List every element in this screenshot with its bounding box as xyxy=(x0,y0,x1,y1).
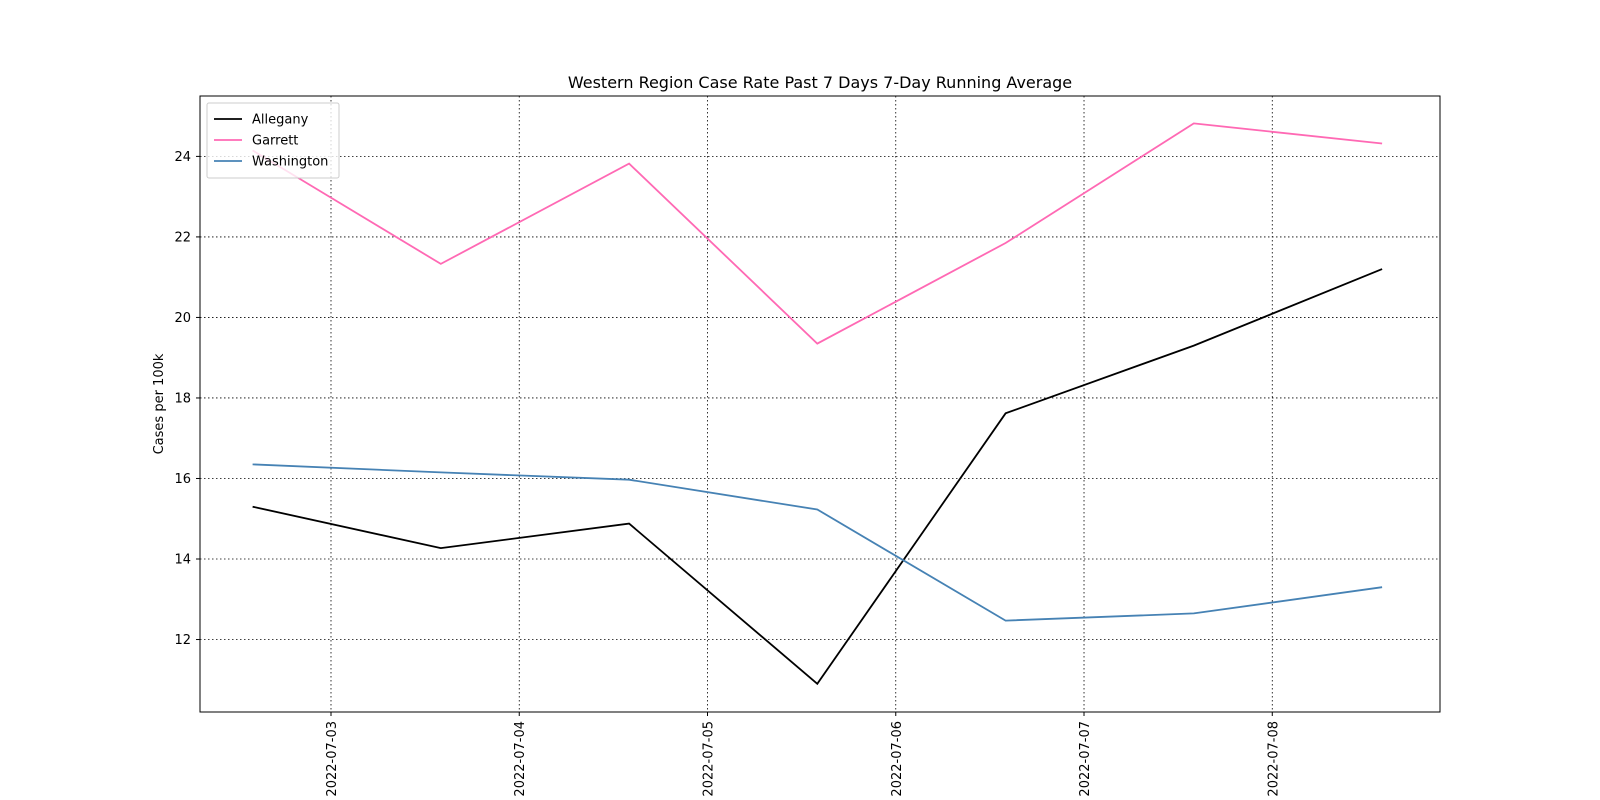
y-tick-label: 24 xyxy=(174,150,191,165)
series-line-allegany xyxy=(252,268,1383,686)
x-tick-label: 2022-07-06 xyxy=(890,721,905,797)
chart-title: Western Region Case Rate Past 7 Days 7-D… xyxy=(568,73,1072,92)
y-tick-label: 16 xyxy=(174,472,191,487)
legend: Allegany Garrett Washington xyxy=(206,102,340,179)
x-tick-label: 2022-07-05 xyxy=(702,721,717,797)
x-axis-ticks: 2022-07-03 2022-07-04 2022-07-05 2022-07-06… xyxy=(325,712,1281,797)
x-tick-label: 2022-07-03 xyxy=(325,721,340,797)
plot-area-frame xyxy=(199,95,1441,713)
y-tick-label: 20 xyxy=(174,311,191,326)
x-tick-label: 2022-07-07 xyxy=(1078,721,1093,797)
series-line-washington xyxy=(252,463,1383,622)
y-axis-ticks: 12 14 16 18 20 22 24 xyxy=(174,150,200,648)
grid-lines xyxy=(200,96,1440,712)
series-lines xyxy=(252,122,1383,686)
legend-label-garrett: Garrett xyxy=(252,134,298,149)
x-tick-label: 2022-07-08 xyxy=(1266,721,1281,797)
y-tick-label: 18 xyxy=(174,391,191,406)
y-axis-label: Cases per 100k xyxy=(152,353,167,454)
legend-entries: Allegany Garrett Washington xyxy=(214,113,328,170)
legend-label-allegany: Allegany xyxy=(252,113,309,128)
series-line-garrett xyxy=(252,122,1383,345)
legend-label-washington: Washington xyxy=(252,155,328,170)
y-tick-label: 14 xyxy=(174,553,191,568)
y-tick-label: 12 xyxy=(174,633,191,648)
legend-box xyxy=(206,102,340,179)
y-tick-label: 22 xyxy=(174,230,191,245)
x-tick-label: 2022-07-04 xyxy=(513,721,528,797)
